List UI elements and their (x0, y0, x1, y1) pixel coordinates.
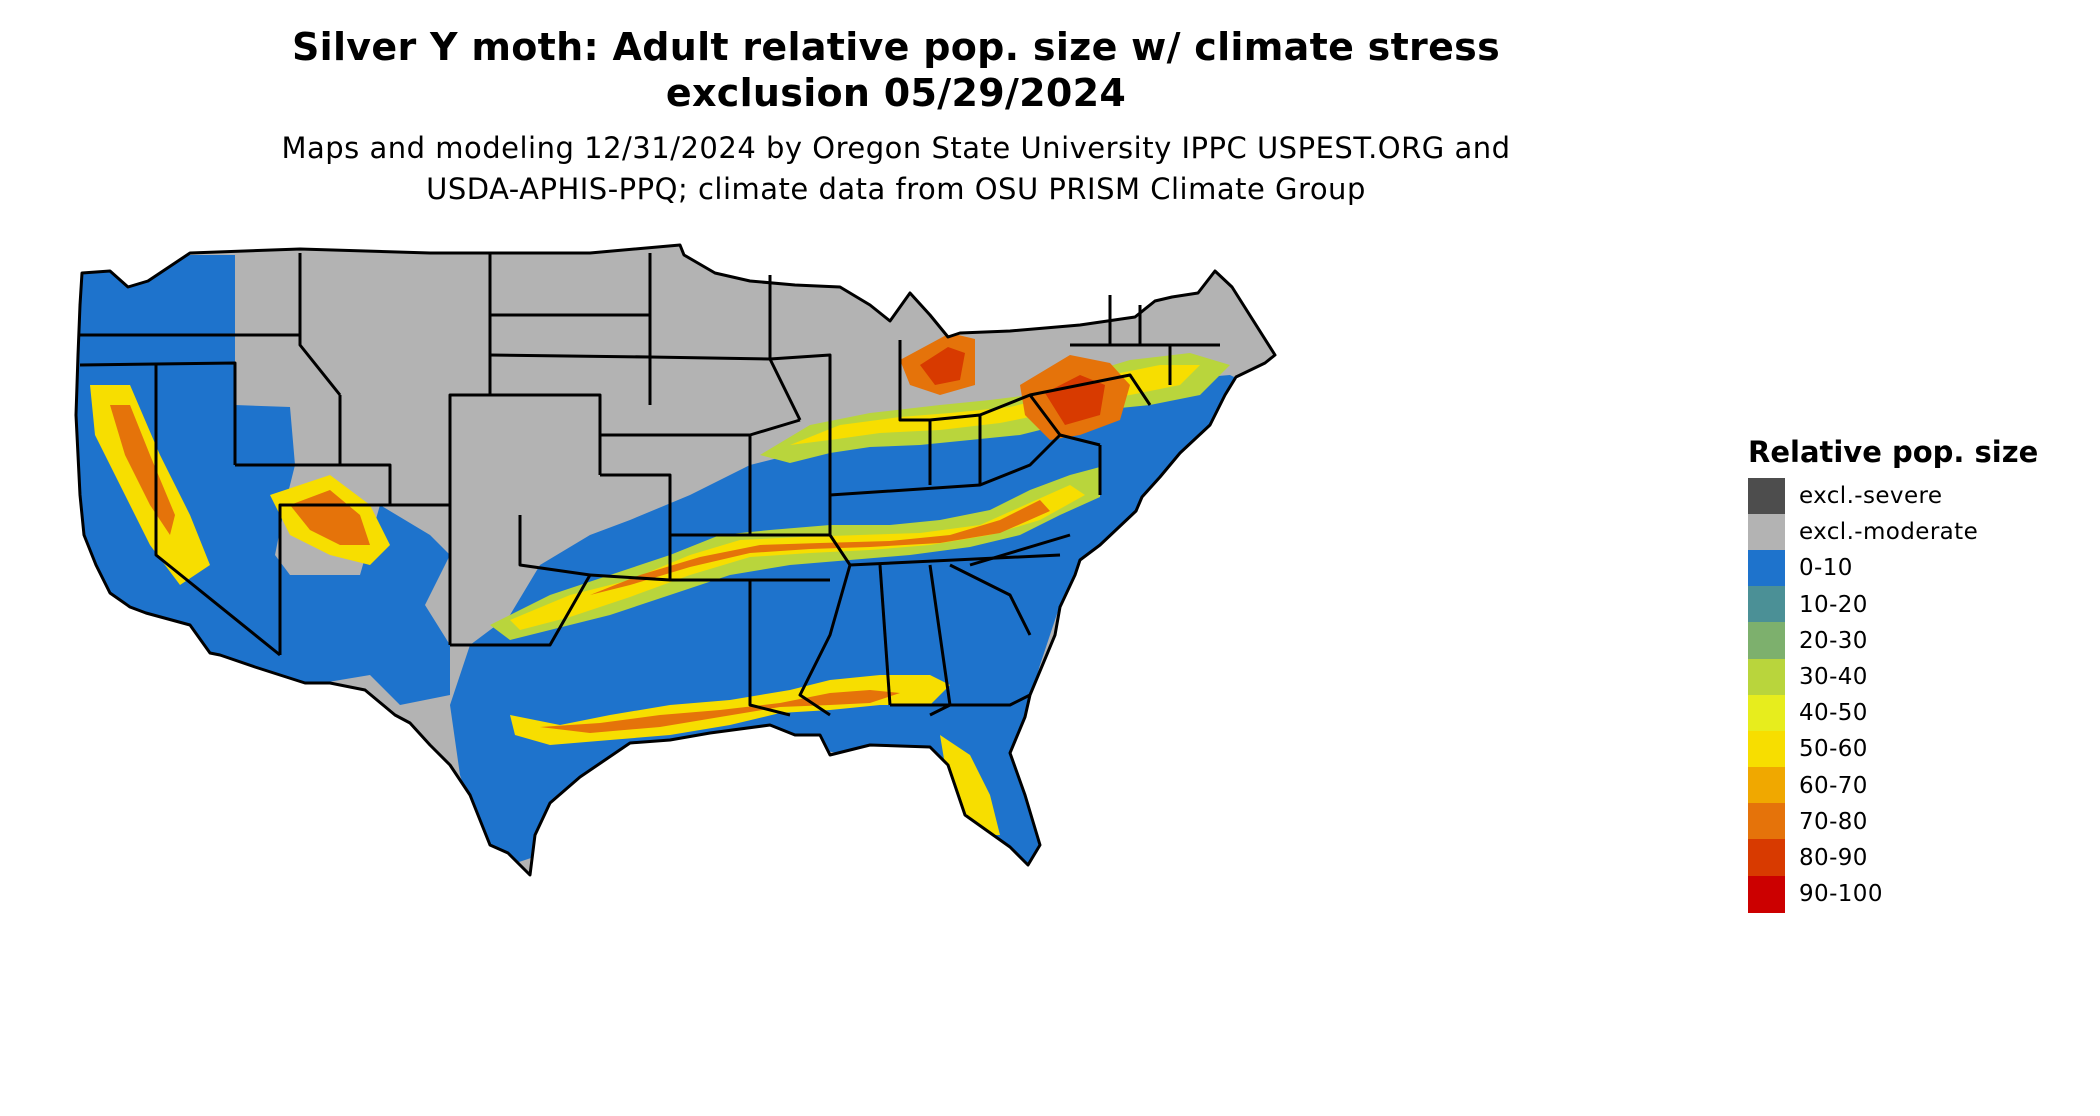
region-florida-warm (940, 735, 1000, 835)
legend: Relative pop. size excl.-severe excl.-mod… (1748, 434, 2039, 913)
map-title: Silver Y moth: Adult relative pop. size … (0, 24, 1792, 116)
map-subtitle-line-2: USDA-APHIS-PPQ; climate data from OSU PR… (426, 172, 1366, 206)
legend-swatch (1748, 477, 1785, 515)
legend-item: 30-40 (1748, 658, 2038, 696)
legend-item: 90-100 (1748, 875, 2038, 913)
us-population-map (74, 243, 1277, 877)
legend-label: 70-80 (1799, 808, 1868, 835)
legend-item: excl.-severe (1748, 477, 2038, 515)
legend-label: 90-100 (1799, 881, 1883, 908)
legend-title: Relative pop. size (1748, 435, 2039, 469)
legend-swatch (1748, 803, 1785, 841)
legend-label: 20-30 (1799, 627, 1868, 654)
legend-label: excl.-moderate (1799, 519, 1979, 546)
legend-item: excl.-moderate (1748, 513, 2038, 551)
legend-swatch (1748, 694, 1785, 732)
legend-item: 40-50 (1748, 694, 2038, 732)
legend-item: 0-10 (1748, 549, 2038, 587)
legend-label: 10-20 (1799, 591, 1868, 618)
legend-swatch (1748, 875, 1785, 913)
legend-swatch (1748, 622, 1785, 660)
legend-swatch (1748, 549, 1785, 587)
legend-label: 0-10 (1799, 555, 1853, 582)
legend-swatch (1748, 767, 1785, 805)
state-boundaries (74, 243, 1277, 877)
legend-item: 60-70 (1748, 767, 2038, 805)
map-subtitle-line-1: Maps and modeling 12/31/2024 by Oregon S… (281, 131, 1511, 165)
legend-label: 30-40 (1799, 664, 1868, 691)
legend-item: 70-80 (1748, 803, 2038, 841)
legend-swatch (1748, 658, 1785, 696)
legend-label: 50-60 (1799, 736, 1868, 763)
legend-swatch (1748, 839, 1785, 877)
map-title-line-1: Silver Y moth: Adult relative pop. size … (291, 25, 1500, 69)
legend-swatch (1748, 730, 1785, 768)
legend-item: 20-30 (1748, 622, 2038, 660)
legend-item: 50-60 (1748, 730, 2038, 768)
map-title-line-2: exclusion 05/29/2024 (665, 71, 1127, 115)
legend-items: excl.-severe excl.-moderate 0-10 10-20 20-30… (1748, 477, 2038, 913)
region-west-low (76, 255, 450, 705)
map-subtitle: Maps and modeling 12/31/2024 by Oregon S… (0, 128, 1792, 210)
legend-item: 10-20 (1748, 586, 2038, 624)
region-michigan-red (920, 347, 965, 385)
legend-item: 80-90 (1748, 839, 2038, 877)
legend-label: 60-70 (1799, 772, 1868, 799)
legend-swatch (1748, 586, 1785, 624)
legend-label: 80-90 (1799, 844, 1868, 871)
region-south-band-hot (590, 500, 1050, 595)
legend-swatch (1748, 513, 1785, 551)
region-west-warm-2 (110, 405, 175, 535)
legend-label: excl.-severe (1799, 483, 1943, 510)
legend-label: 40-50 (1799, 700, 1868, 727)
